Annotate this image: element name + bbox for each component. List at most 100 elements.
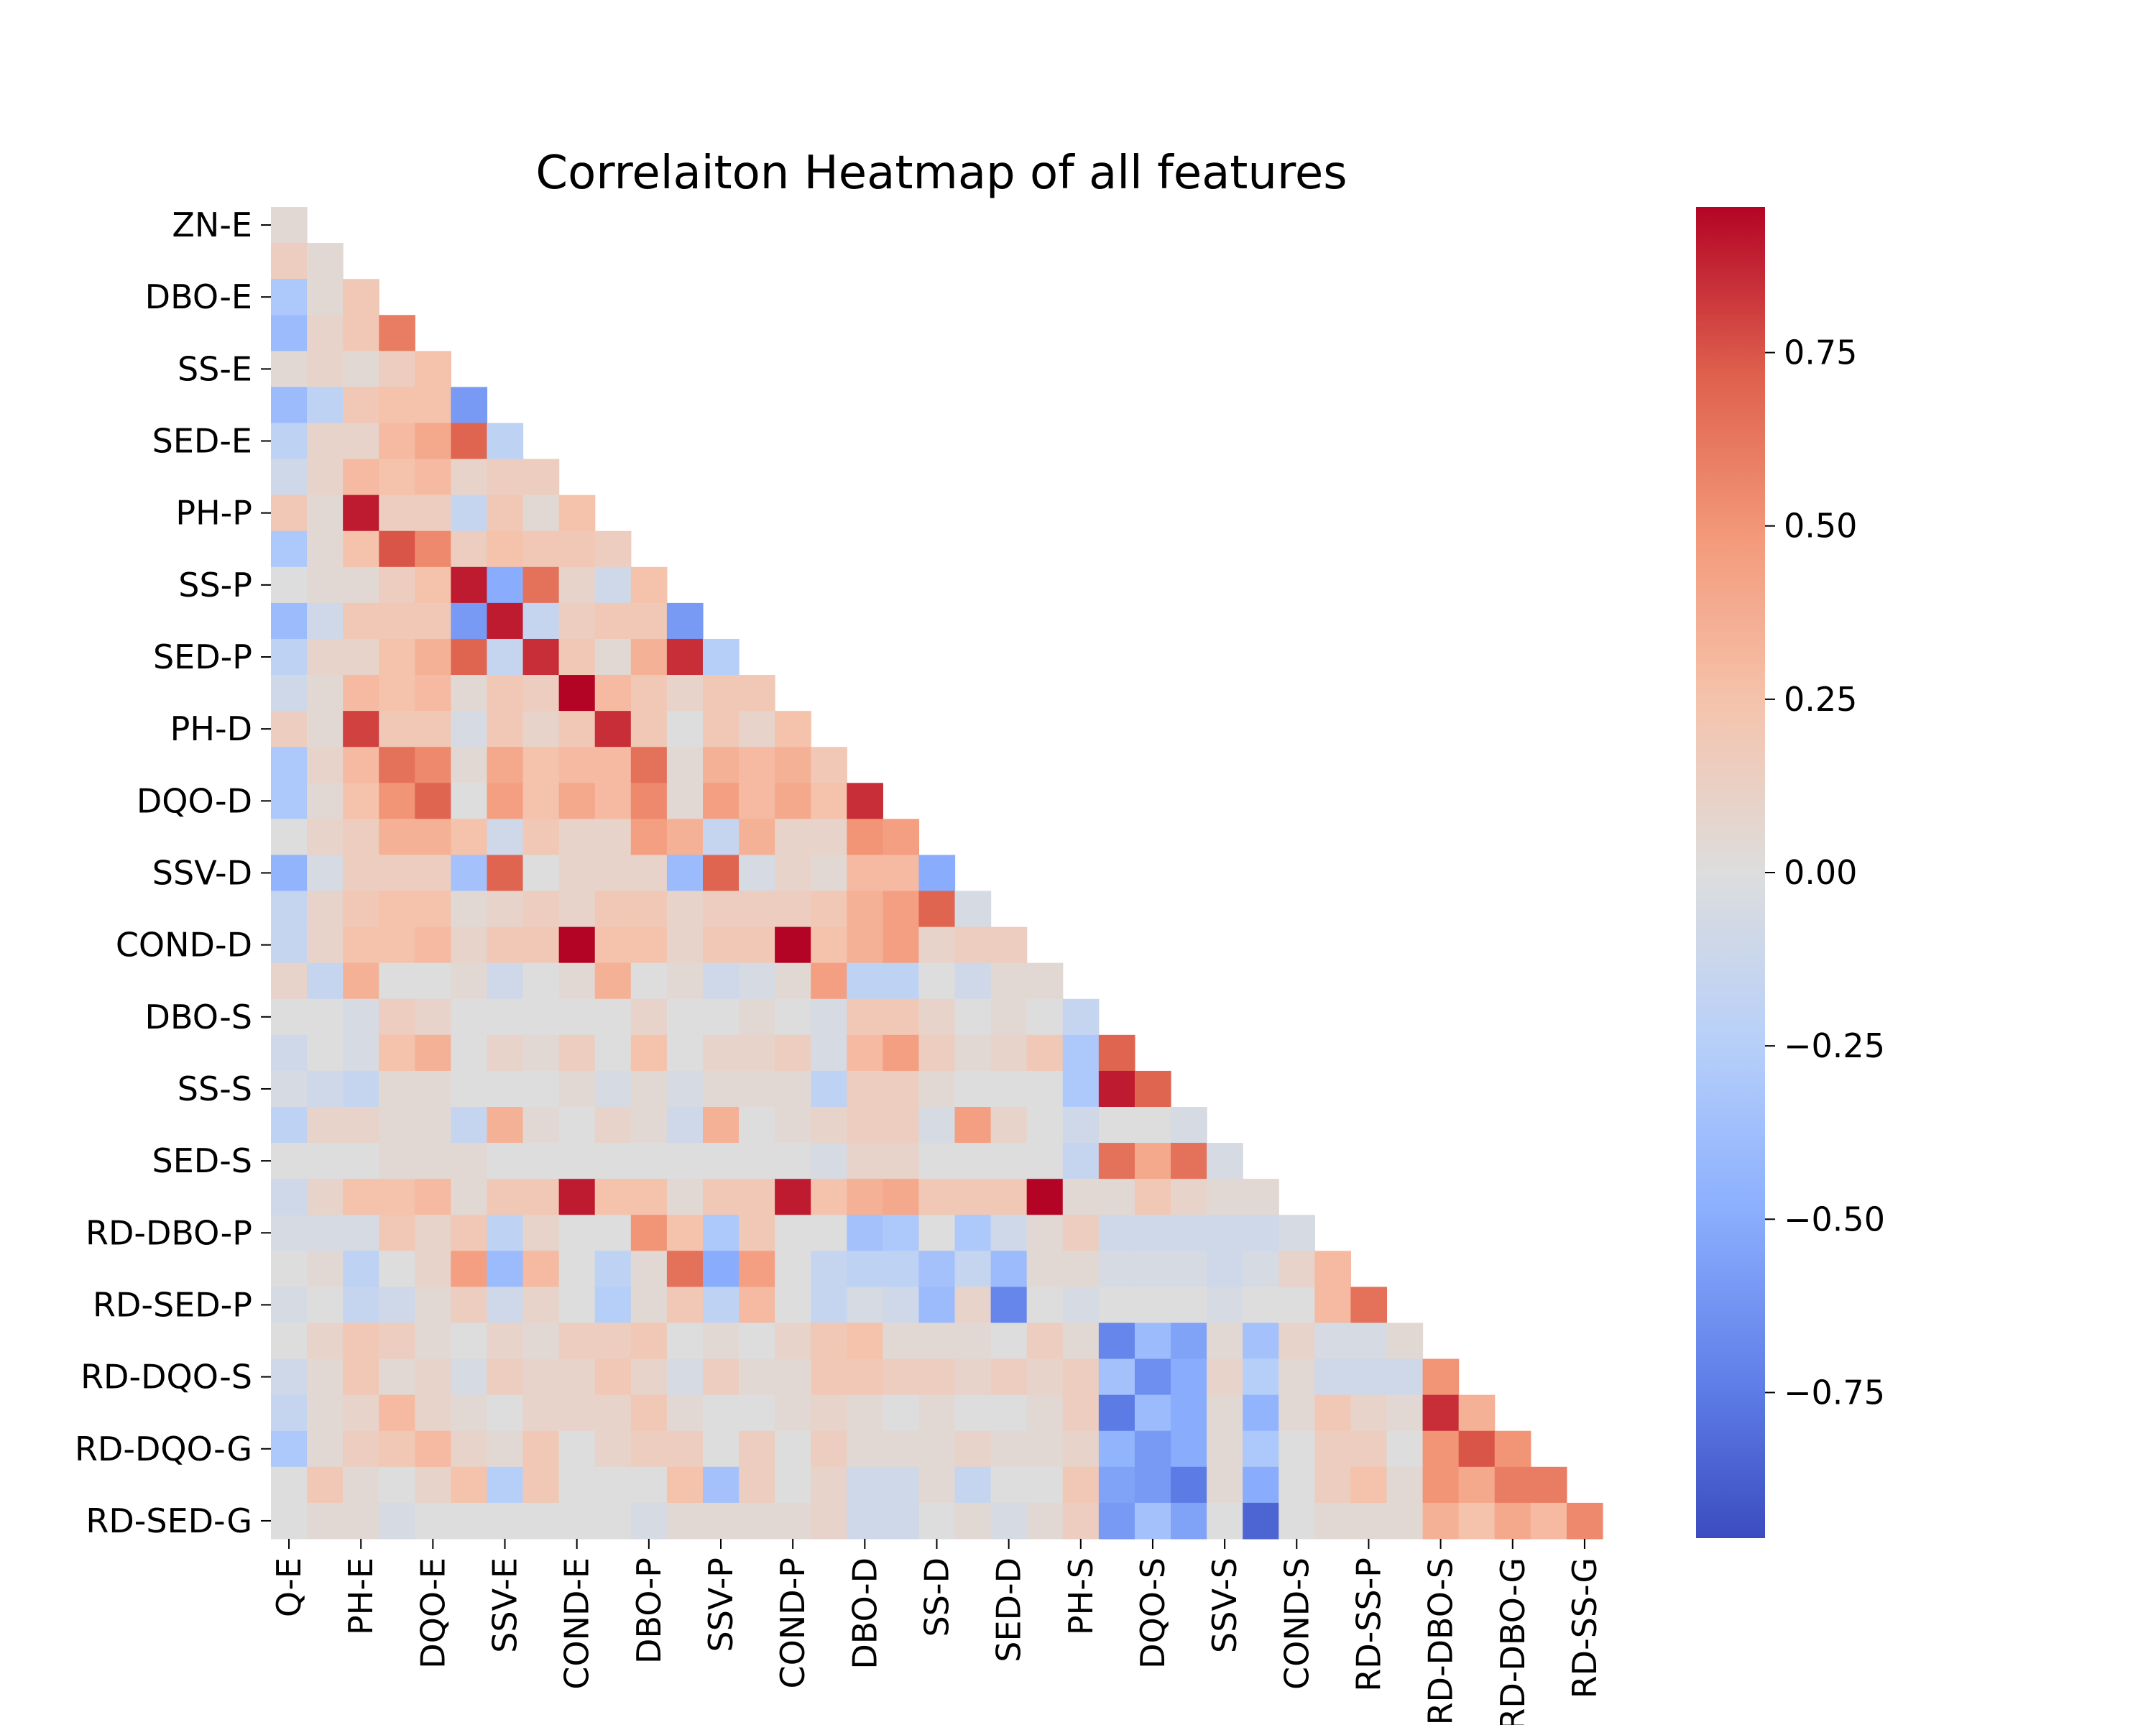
heatmap-cell-SS-D-DBO-E xyxy=(379,819,415,856)
y-tick-label: SS-E xyxy=(178,349,252,388)
heatmap-cell-SS-D-SS-E xyxy=(451,819,488,856)
heatmap-cell-COND-P-DBO-E xyxy=(379,675,415,712)
heatmap-cell-RD-DBO-P-COND-S xyxy=(1279,1215,1315,1251)
heatmap-cell-DBO-D-DBO-P xyxy=(630,747,668,783)
heatmap-cell-SED-S-DQO-S xyxy=(1134,1143,1171,1179)
heatmap-cell-DBO-D-DBO-E xyxy=(379,747,415,783)
heatmap-cell-SS-E-DBO-E xyxy=(379,351,415,387)
heatmap-cell-RD-SED-P-Q-E xyxy=(271,1287,308,1324)
heatmap-cell-PH-S-COND-E xyxy=(558,962,596,1000)
heatmap-cell-RD-SED-G-RD-DBO-S xyxy=(1422,1502,1460,1540)
heatmap-cell-PH-P-SED-E xyxy=(522,494,560,532)
heatmap-cell-RD-SED-P-SSV-D xyxy=(954,1287,992,1324)
heatmap-cell-RD-SS-G-SED-P xyxy=(739,1466,775,1504)
heatmap-cell-RD-DQO-G-COND-P xyxy=(775,1430,811,1468)
heatmap-cell-RD-SED-G-RD-SS-G xyxy=(1566,1502,1603,1540)
heatmap-cell-SED-D-ZN-E xyxy=(307,891,344,928)
x-tick-label: RD-SS-G xyxy=(1565,1558,1604,1698)
heatmap-cell-DBO-S-SSV-E xyxy=(487,998,524,1036)
heatmap-cell-RD-DQO-G-COND-D xyxy=(1026,1430,1064,1468)
heatmap-cell-DBO-P-SS-E xyxy=(451,530,488,568)
heatmap-cell-DBO-S-DQO-D xyxy=(883,998,920,1036)
heatmap-cell-RD-DBO-G-PH-D xyxy=(811,1394,847,1432)
heatmap-cell-RD-DQO-S-DBO-P xyxy=(630,1358,668,1396)
heatmap-cell-RD-SS-G-DQO-E xyxy=(415,1466,451,1504)
heatmap-cell-DBO-D-SS-P xyxy=(666,747,704,783)
heatmap-cell-COND-S-PH-S xyxy=(1062,1179,1100,1215)
heatmap-cell-DQO-D-SED-P xyxy=(739,783,775,819)
heatmap-cell-COND-P-SS-E xyxy=(451,675,488,712)
heatmap-cell-DQO-S-PH-P xyxy=(594,1034,632,1072)
heatmap-cell-PH-S-SSV-E xyxy=(487,962,524,1000)
heatmap-cell-PH-S-PH-P xyxy=(594,962,632,1000)
heatmap-cell-RD-DQO-S-SED-E xyxy=(522,1358,560,1396)
heatmap-cell-RD-DQO-S-COND-P xyxy=(775,1358,811,1396)
heatmap-cell-RD-SS-G-RD-DQO-G xyxy=(1530,1466,1567,1504)
heatmap-cell-RD-SS-P-DBO-E xyxy=(379,1251,415,1287)
heatmap-cell-COND-S-SSV-S xyxy=(1207,1179,1243,1215)
heatmap-cell-RD-SED-P-PH-S xyxy=(1062,1287,1100,1324)
heatmap-cell-RD-SS-G-Q-E xyxy=(271,1466,308,1504)
heatmap-cell-DBO-D-COND-E xyxy=(558,747,596,783)
heatmap-cell-RD-DQO-G-RD-DBO-G xyxy=(1494,1430,1531,1468)
heatmap-cell-RD-SS-G-DBO-E xyxy=(379,1466,415,1504)
heatmap-cell-RD-DBO-P-COND-D xyxy=(1026,1215,1064,1251)
heatmap-cell-SSV-D-SS-D xyxy=(918,855,956,892)
y-tick-label: RD-DBO-P xyxy=(86,1213,252,1252)
heatmap-cell-SS-S-SSV-P xyxy=(702,1070,740,1108)
heatmap-cell-RD-DBO-G-DQO-S xyxy=(1134,1394,1171,1432)
heatmap-cell-SED-D-SS-D xyxy=(918,891,956,928)
heatmap-cell-RD-SS-G-PH-P xyxy=(594,1466,632,1504)
heatmap-cell-RD-SED-P-COND-E xyxy=(558,1287,596,1324)
heatmap-cell-RD-DBO-S-SSV-E xyxy=(487,1322,524,1360)
y-tick-label: SS-S xyxy=(178,1070,252,1108)
heatmap-cell-RD-DBO-S-PH-P xyxy=(594,1322,632,1360)
heatmap-cell-DQO-D-PH-E xyxy=(343,783,379,819)
heatmap-cell-RD-SED-G-SS-P xyxy=(666,1502,704,1540)
heatmap-cell-COND-D-SS-E xyxy=(451,926,488,964)
heatmap-cell-RD-DQO-G-SED-P xyxy=(739,1430,775,1468)
heatmap-cell-COND-E-ZN-E xyxy=(307,459,344,496)
heatmap-cell-COND-S-SS-E xyxy=(451,1179,488,1215)
heatmap-cell-RD-SED-P-SED-S xyxy=(1243,1287,1279,1324)
heatmap-cell-RD-DQO-G-RD-SS-P xyxy=(1350,1430,1388,1468)
heatmap-cell-RD-SED-G-RD-DBO-G xyxy=(1494,1502,1531,1540)
heatmap-cell-RD-SED-P-SS-S xyxy=(1171,1287,1207,1324)
heatmap-cell-RD-DBO-G-RD-SS-P xyxy=(1350,1394,1388,1432)
heatmap-cell-SS-E-ZN-E xyxy=(307,351,344,387)
heatmap-cell-DBO-S-PH-D xyxy=(811,998,847,1036)
heatmap-cell-SS-S-SED-E xyxy=(522,1070,560,1108)
heatmap-cell-SS-P-PH-P xyxy=(594,566,632,604)
heatmap-cell-RD-DQO-G-RD-SED-P xyxy=(1386,1430,1424,1468)
heatmap-cell-RD-DBO-S-DQO-E xyxy=(415,1322,451,1360)
heatmap-cell-SSV-S-DBO-P xyxy=(630,1107,668,1144)
heatmap-cell-PH-S-COND-P xyxy=(775,962,811,1000)
heatmap-cell-RD-DBO-S-DBO-D xyxy=(847,1322,883,1360)
heatmap-cell-RD-DBO-S-DQO-D xyxy=(883,1322,920,1360)
heatmap-cell-RD-SS-G-RD-SS-P xyxy=(1350,1466,1388,1504)
colorbar-ticks: 0.75 0.50 0.25 0.00 −0.25 −0.50 −0.75 xyxy=(1765,334,1885,1412)
y-tick-label: SS-P xyxy=(178,566,252,604)
heatmap-cell-RD-DQO-G-SSV-E xyxy=(487,1430,524,1468)
heatmap-cell-PH-D-SS-P xyxy=(666,711,704,748)
heatmap-cell-DBO-D-Q-E xyxy=(271,747,308,783)
heatmap-cell-SSV-P-ZN-E xyxy=(307,602,344,640)
heatmap-cell-DBO-S-COND-E xyxy=(558,998,596,1036)
heatmap-cell-COND-P-SSV-P xyxy=(702,675,740,712)
heatmap-cell-SS-S-SS-D xyxy=(918,1070,956,1108)
heatmap-cell-SED-E-Q-E xyxy=(271,423,308,460)
heatmap-cell-DQO-S-PH-D xyxy=(811,1034,847,1072)
heatmap-cell-SED-S-PH-D xyxy=(811,1143,847,1179)
heatmap-cell-RD-SED-P-SED-E xyxy=(522,1287,560,1324)
heatmap-cell-COND-D-SSV-P xyxy=(702,926,740,964)
heatmap-cell-PH-S-COND-D xyxy=(1026,962,1064,1000)
heatmap-cell-RD-DBO-S-SS-P xyxy=(666,1322,704,1360)
heatmap-cell-DQO-S-SSV-D xyxy=(954,1034,992,1072)
heatmap-cell-RD-SS-G-SSV-E xyxy=(487,1466,524,1504)
heatmap-cell-DBO-S-SSV-P xyxy=(702,998,740,1036)
heatmap-cell-RD-DQO-G-SS-P xyxy=(666,1430,704,1468)
colorbar-tick-label: −0.75 xyxy=(1784,1373,1885,1412)
heatmap-cell-COND-S-PH-P xyxy=(594,1179,632,1215)
heatmap-cell-COND-S-DBO-D xyxy=(847,1179,883,1215)
heatmap-cell-RD-DBO-G-RD-DBO-S xyxy=(1422,1394,1460,1432)
